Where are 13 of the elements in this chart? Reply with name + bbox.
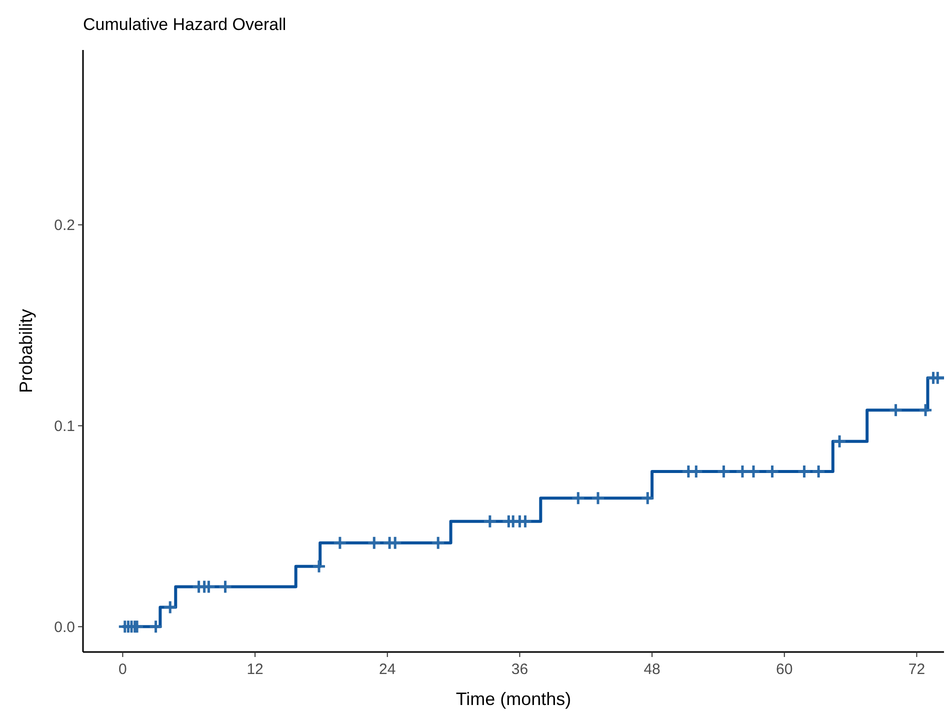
x-tick-label: 24: [379, 661, 396, 678]
x-tick-label: 12: [246, 661, 264, 678]
x-tick-label: 60: [776, 661, 793, 678]
x-axis-title: Time (months): [456, 689, 572, 709]
y-axis-title: Probability: [16, 308, 36, 394]
x-tick-label: 36: [511, 661, 528, 678]
x-tick-label: 0: [118, 661, 127, 678]
y-tick-label: 0.0: [54, 618, 75, 636]
x-tick-label: 48: [644, 661, 660, 678]
x-tick-label: 72: [908, 661, 926, 678]
y-tick-label: 0.2: [54, 217, 75, 234]
chart-title: Cumulative Hazard Overall: [83, 15, 286, 34]
y-tick-label: 0.1: [54, 418, 75, 435]
